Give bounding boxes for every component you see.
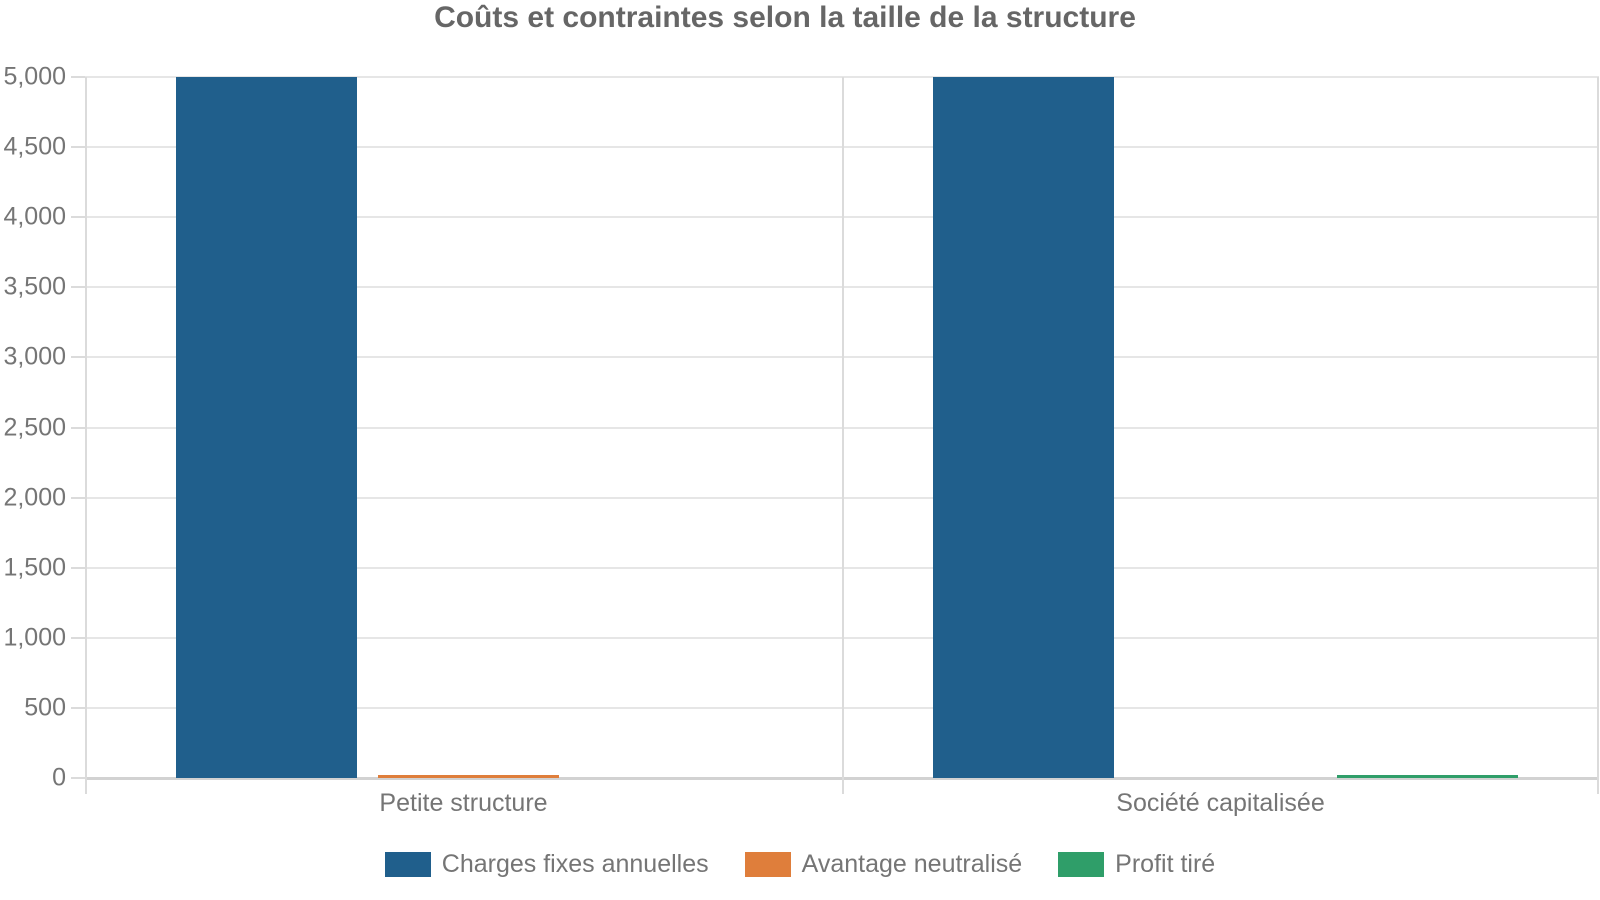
y-tick-mark: [71, 216, 85, 219]
y-tick-label: 4,000: [3, 202, 66, 231]
y-tick-label: 3,000: [3, 342, 66, 371]
legend-item[interactable]: Profit tiré: [1058, 850, 1215, 879]
y-tick-label: 4,500: [3, 132, 66, 161]
y-axis-line: [85, 77, 87, 794]
legend-item[interactable]: Avantage neutralisé: [744, 850, 1023, 879]
legend-label: Profit tiré: [1115, 850, 1216, 878]
bar-charges-fixes: [176, 77, 357, 778]
y-tick-label: 5,000: [3, 62, 66, 91]
bar-profit-tire: [1337, 775, 1518, 778]
legend-swatch-icon: [744, 852, 791, 877]
legend-label: Avantage neutralisé: [801, 850, 1023, 878]
y-tick-label: 3,500: [3, 272, 66, 301]
x-axis-label: Société capitalisée: [1116, 789, 1325, 817]
legend-swatch-icon: [384, 852, 431, 877]
y-tick-mark: [71, 636, 85, 639]
bar-avantage-neutralise: [378, 775, 559, 778]
category-separator-line: [1597, 77, 1599, 794]
y-tick-mark: [71, 146, 85, 149]
chart-legend: Charges fixes annuelles Avantage neutrali…: [0, 850, 1600, 879]
y-tick-label: 1,500: [3, 553, 66, 582]
legend-item[interactable]: Charges fixes annuelles: [384, 850, 709, 879]
legend-swatch-icon: [1058, 852, 1105, 877]
y-tick-label: 500: [24, 693, 66, 722]
chart-title: Coûts et contraintes selon la taille de …: [434, 1, 1136, 34]
legend-label: Charges fixes annuelles: [441, 850, 709, 878]
y-tick-label: 0: [52, 763, 66, 792]
y-tick-label: 1,000: [3, 623, 66, 652]
y-tick-mark: [71, 426, 85, 429]
y-tick-mark: [71, 286, 85, 289]
y-tick-mark: [71, 706, 85, 709]
y-tick-label: 2,000: [3, 483, 66, 512]
y-tick-mark: [71, 496, 85, 499]
x-axis-label: Petite structure: [379, 789, 548, 817]
category-separator-line: [842, 77, 844, 794]
y-tick-mark: [71, 76, 85, 78]
bar-charges-fixes: [933, 77, 1114, 778]
y-tick-mark: [71, 566, 85, 569]
y-tick-mark: [71, 777, 85, 779]
y-tick-mark: [71, 356, 85, 359]
y-tick-label: 2,500: [3, 413, 66, 441]
